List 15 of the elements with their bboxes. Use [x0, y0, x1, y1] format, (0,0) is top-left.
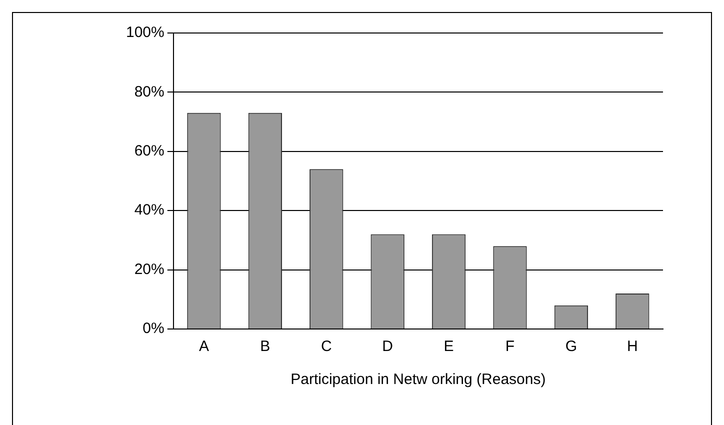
- x-tick-label: B: [260, 338, 270, 356]
- x-tick-label: G: [565, 338, 578, 356]
- y-tick-label: 0%: [142, 320, 164, 338]
- y-tick-label: 40%: [134, 202, 164, 219]
- x-tick-label: E: [444, 338, 454, 356]
- x-tick-label: C: [320, 338, 332, 356]
- x-tick-label: F: [505, 338, 515, 356]
- x-tick-label: A: [198, 338, 209, 356]
- y-tick-label: 100%: [126, 24, 164, 42]
- x-axis-title: Participation in Netw orking (Reasons): [290, 371, 546, 388]
- x-tick-label: D: [382, 338, 394, 356]
- y-tick-label: 60%: [134, 142, 164, 160]
- x-tick-label: H: [626, 338, 638, 356]
- y-tick-label: 20%: [134, 260, 164, 278]
- y-tick-label: 80%: [134, 83, 164, 100]
